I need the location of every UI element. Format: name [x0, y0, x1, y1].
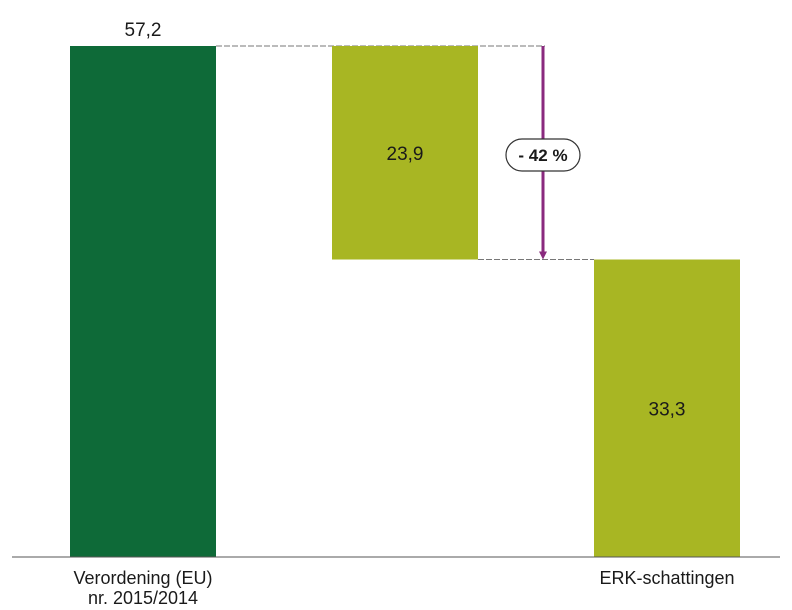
- bar-1: [332, 46, 478, 260]
- bar-2: [594, 259, 740, 557]
- value-label-1: 23,9: [387, 144, 424, 165]
- bar-0: [70, 46, 216, 557]
- reduction-badge: [505, 138, 581, 172]
- reduction-badge-text: - 42 %: [518, 146, 567, 165]
- value-label-2: 33,3: [649, 399, 686, 420]
- category-label-2: ERK-schattingen: [599, 568, 734, 588]
- value-label-0: 57,2: [125, 20, 162, 41]
- category-label-0: Verordening (EU) nr. 2015/2014: [73, 568, 212, 608]
